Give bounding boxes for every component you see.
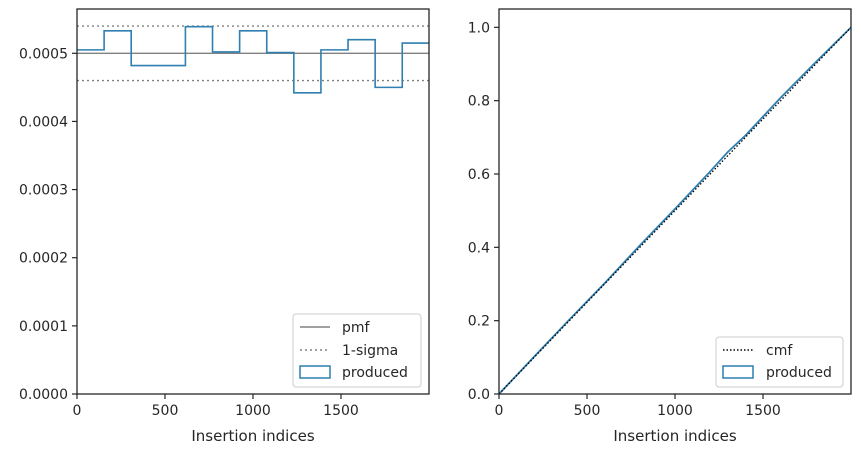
- y-tick-label: 1.0: [468, 20, 490, 36]
- legend-produced-label-right: produced: [766, 365, 832, 381]
- produced-step-histogram: [77, 25, 429, 94]
- legend-produced-swatch: [299, 365, 331, 379]
- right-axes-frame: [498, 8, 852, 395]
- left-chart: 0 500 1000 1500 0.0000 0.0001 0.0002 0.0003 0.00…: [19, 8, 430, 445]
- y-tick-label: 0.0003: [19, 183, 68, 199]
- left-ticks: 0 500 1000 1500 0.0000 0.0001 0.0002 0.0003 0.00…: [19, 46, 359, 419]
- x-tick-label: 1500: [323, 403, 359, 419]
- legend-sigma-label: 1-sigma: [342, 343, 398, 359]
- cmf-line: [498, 26, 852, 395]
- right-chart: 0 500 1000 1500 0.0 0.2 0.4 0.6 0.8 1.0 Insertion…: [468, 8, 852, 445]
- right-ticks: 0 500 1000 1500 0.0 0.2 0.4 0.6 0.8 1.0: [468, 20, 781, 419]
- x-tick-label: 1000: [657, 403, 693, 419]
- x-tick-label: 0: [73, 403, 82, 419]
- x-tick-label: 1500: [745, 403, 781, 419]
- left-legend: pmf 1-sigma produced: [292, 313, 422, 388]
- x-tick-label: 0: [495, 403, 504, 419]
- left-axes-frame: [76, 8, 430, 395]
- legend-produced-label: produced: [342, 365, 408, 381]
- x-tick-label: 500: [574, 403, 601, 419]
- x-tick-label: 1000: [235, 403, 271, 419]
- legend-pmf-label: pmf: [342, 320, 371, 336]
- y-tick-label: 0.0002: [19, 251, 68, 267]
- left-x-axis-label: Insertion indices: [191, 427, 314, 445]
- y-tick-label: 0.0005: [19, 46, 68, 62]
- legend-produced-swatch-right: [722, 365, 754, 379]
- right-legend: cmf produced: [715, 336, 844, 388]
- produced-cumulative-line: [498, 26, 852, 395]
- y-tick-label: 0.0000: [19, 387, 68, 403]
- y-tick-label: 0.6: [468, 167, 490, 183]
- legend-cmf-label: cmf: [766, 343, 793, 359]
- y-tick-label: 0.0: [468, 387, 490, 403]
- right-x-axis-label: Insertion indices: [613, 427, 736, 445]
- y-tick-label: 0.0001: [19, 319, 68, 335]
- left-lines: [77, 25, 429, 94]
- y-tick-label: 0.0004: [19, 114, 68, 130]
- left-legend-box: [292, 313, 422, 388]
- right-lines: [498, 26, 852, 395]
- y-tick-label: 0.8: [468, 94, 490, 110]
- x-tick-label: 500: [152, 403, 179, 419]
- y-tick-label: 0.4: [468, 240, 490, 256]
- y-tick-label: 0.2: [468, 314, 490, 330]
